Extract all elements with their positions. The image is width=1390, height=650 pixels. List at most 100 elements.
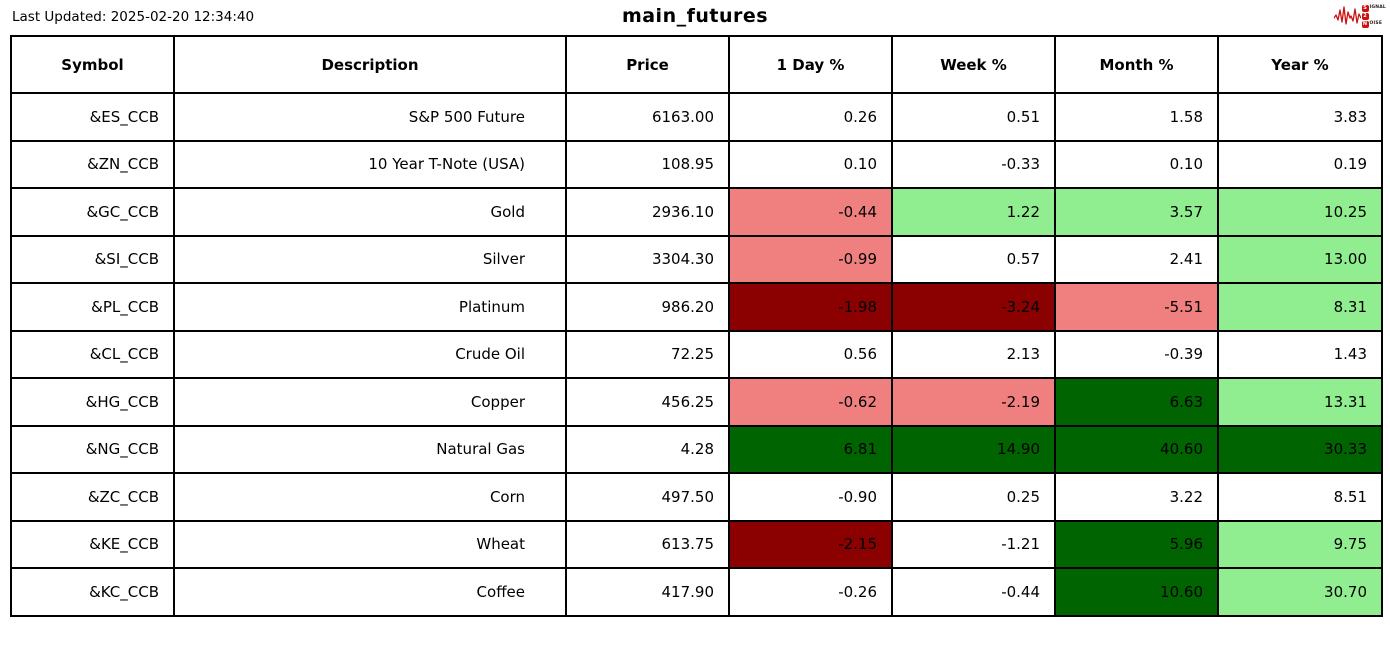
cell-month-pct: 3.57: [1054, 187, 1219, 237]
cell-description: Copper: [173, 377, 567, 427]
table-row: &SI_CCB Silver 3304.30 -0.99 0.57 2.41 1…: [10, 234, 1383, 284]
cell-description: Platinum: [173, 282, 567, 332]
cell-year-pct: 10.25: [1217, 187, 1383, 237]
cell-price: 72.25: [565, 329, 730, 379]
cell-week-pct: 0.57: [891, 234, 1056, 284]
cell-year-pct: 8.51: [1217, 472, 1383, 522]
futures-table: Symbol Description Price 1 Day % Week % …: [10, 35, 1383, 617]
cell-week-pct: 14.90: [891, 424, 1056, 474]
cell-price: 2936.10: [565, 187, 730, 237]
cell-1day-pct: -2.15: [728, 519, 893, 569]
cell-description: Coffee: [173, 567, 567, 617]
cell-1day-pct: -0.62: [728, 377, 893, 427]
cell-year-pct: 30.33: [1217, 424, 1383, 474]
cell-price: 417.90: [565, 567, 730, 617]
page-title: main_futures: [621, 5, 769, 27]
cell-description: Gold: [173, 187, 567, 237]
cell-week-pct: 1.22: [891, 187, 1056, 237]
cell-year-pct: 13.31: [1217, 377, 1383, 427]
cell-year-pct: 0.19: [1217, 139, 1383, 189]
cell-month-pct: 10.60: [1054, 567, 1219, 617]
cell-description: Corn: [173, 472, 567, 522]
cell-symbol: &HG_CCB: [10, 377, 175, 427]
cell-month-pct: 40.60: [1054, 424, 1219, 474]
table-row: &KE_CCB Wheat 613.75 -2.15 -1.21 5.96 9.…: [10, 519, 1383, 569]
cell-month-pct: -0.39: [1054, 329, 1219, 379]
logo-line-2: 2: [1361, 12, 1386, 20]
table-row: &GC_CCB Gold 2936.10 -0.44 1.22 3.57 10.…: [10, 187, 1383, 237]
table-body: &ES_CCB S&P 500 Future 6163.00 0.26 0.51…: [10, 92, 1383, 617]
last-updated-text: Last Updated: 2025-02-20 12:34:40: [12, 9, 255, 25]
cell-week-pct: 2.13: [891, 329, 1056, 379]
cell-year-pct: 8.31: [1217, 282, 1383, 332]
cell-price: 6163.00: [565, 92, 730, 142]
logo-badge-s: S: [1361, 4, 1369, 12]
cell-symbol: &KE_CCB: [10, 519, 175, 569]
cell-description: Silver: [173, 234, 567, 284]
logo-rest-oise: OISE: [1369, 21, 1383, 26]
table-row: &ZN_CCB 10 Year T-Note (USA) 108.95 0.10…: [10, 139, 1383, 189]
table-row: &ES_CCB S&P 500 Future 6163.00 0.26 0.51…: [10, 92, 1383, 142]
cell-symbol: &CL_CCB: [10, 329, 175, 379]
col-header-month-pct: Month %: [1054, 35, 1219, 94]
cell-1day-pct: -0.44: [728, 187, 893, 237]
cell-price: 4.28: [565, 424, 730, 474]
cell-week-pct: -2.19: [891, 377, 1056, 427]
cell-month-pct: 3.22: [1054, 472, 1219, 522]
col-header-price: Price: [565, 35, 730, 94]
table-header: Symbol Description Price 1 Day % Week % …: [10, 35, 1383, 94]
logo-line-noise: N OISE: [1361, 20, 1386, 28]
cell-year-pct: 3.83: [1217, 92, 1383, 142]
table-row: &NG_CCB Natural Gas 4.28 6.81 14.90 40.6…: [10, 424, 1383, 474]
cell-symbol: &SI_CCB: [10, 234, 175, 284]
cell-symbol: &ZN_CCB: [10, 139, 175, 189]
cell-month-pct: 0.10: [1054, 139, 1219, 189]
cell-year-pct: 9.75: [1217, 519, 1383, 569]
logo-rest-ignal: IGNAL: [1369, 5, 1386, 10]
cell-price: 3304.30: [565, 234, 730, 284]
cell-year-pct: 13.00: [1217, 234, 1383, 284]
cell-price: 108.95: [565, 139, 730, 189]
cell-symbol: &KC_CCB: [10, 567, 175, 617]
cell-week-pct: -0.44: [891, 567, 1056, 617]
cell-description: Wheat: [173, 519, 567, 569]
cell-month-pct: 1.58: [1054, 92, 1219, 142]
cell-1day-pct: 0.10: [728, 139, 893, 189]
cell-month-pct: 2.41: [1054, 234, 1219, 284]
col-header-year-pct: Year %: [1217, 35, 1383, 94]
cell-1day-pct: -0.26: [728, 567, 893, 617]
table-row: &HG_CCB Copper 456.25 -0.62 -2.19 6.63 1…: [10, 377, 1383, 427]
cell-year-pct: 1.43: [1217, 329, 1383, 379]
cell-week-pct: 0.51: [891, 92, 1056, 142]
col-header-description: Description: [173, 35, 567, 94]
cell-symbol: &GC_CCB: [10, 187, 175, 237]
cell-symbol: &ZC_CCB: [10, 472, 175, 522]
signal-2-noise-logo: S IGNAL 2 N OISE: [1333, 3, 1386, 29]
cell-description: Natural Gas: [173, 424, 567, 474]
cell-symbol: &ES_CCB: [10, 92, 175, 142]
cell-price: 497.50: [565, 472, 730, 522]
cell-description: Crude Oil: [173, 329, 567, 379]
cell-1day-pct: -0.99: [728, 234, 893, 284]
logo-line-signal: S IGNAL: [1361, 4, 1386, 12]
cell-symbol: &NG_CCB: [10, 424, 175, 474]
cell-week-pct: -0.33: [891, 139, 1056, 189]
cell-year-pct: 30.70: [1217, 567, 1383, 617]
cell-month-pct: 5.96: [1054, 519, 1219, 569]
col-header-symbol: Symbol: [10, 35, 175, 94]
cell-week-pct: 0.25: [891, 472, 1056, 522]
cell-week-pct: -3.24: [891, 282, 1056, 332]
cell-month-pct: -5.51: [1054, 282, 1219, 332]
ecg-waveform-icon: [1333, 6, 1361, 25]
col-header-1day-pct: 1 Day %: [728, 35, 893, 94]
col-header-week-pct: Week %: [891, 35, 1056, 94]
table-row: &CL_CCB Crude Oil 72.25 0.56 2.13 -0.39 …: [10, 329, 1383, 379]
cell-description: S&P 500 Future: [173, 92, 567, 142]
header-row: Symbol Description Price 1 Day % Week % …: [10, 35, 1383, 94]
cell-week-pct: -1.21: [891, 519, 1056, 569]
logo-text: S IGNAL 2 N OISE: [1361, 4, 1386, 28]
cell-price: 986.20: [565, 282, 730, 332]
cell-1day-pct: -1.98: [728, 282, 893, 332]
cell-price: 613.75: [565, 519, 730, 569]
